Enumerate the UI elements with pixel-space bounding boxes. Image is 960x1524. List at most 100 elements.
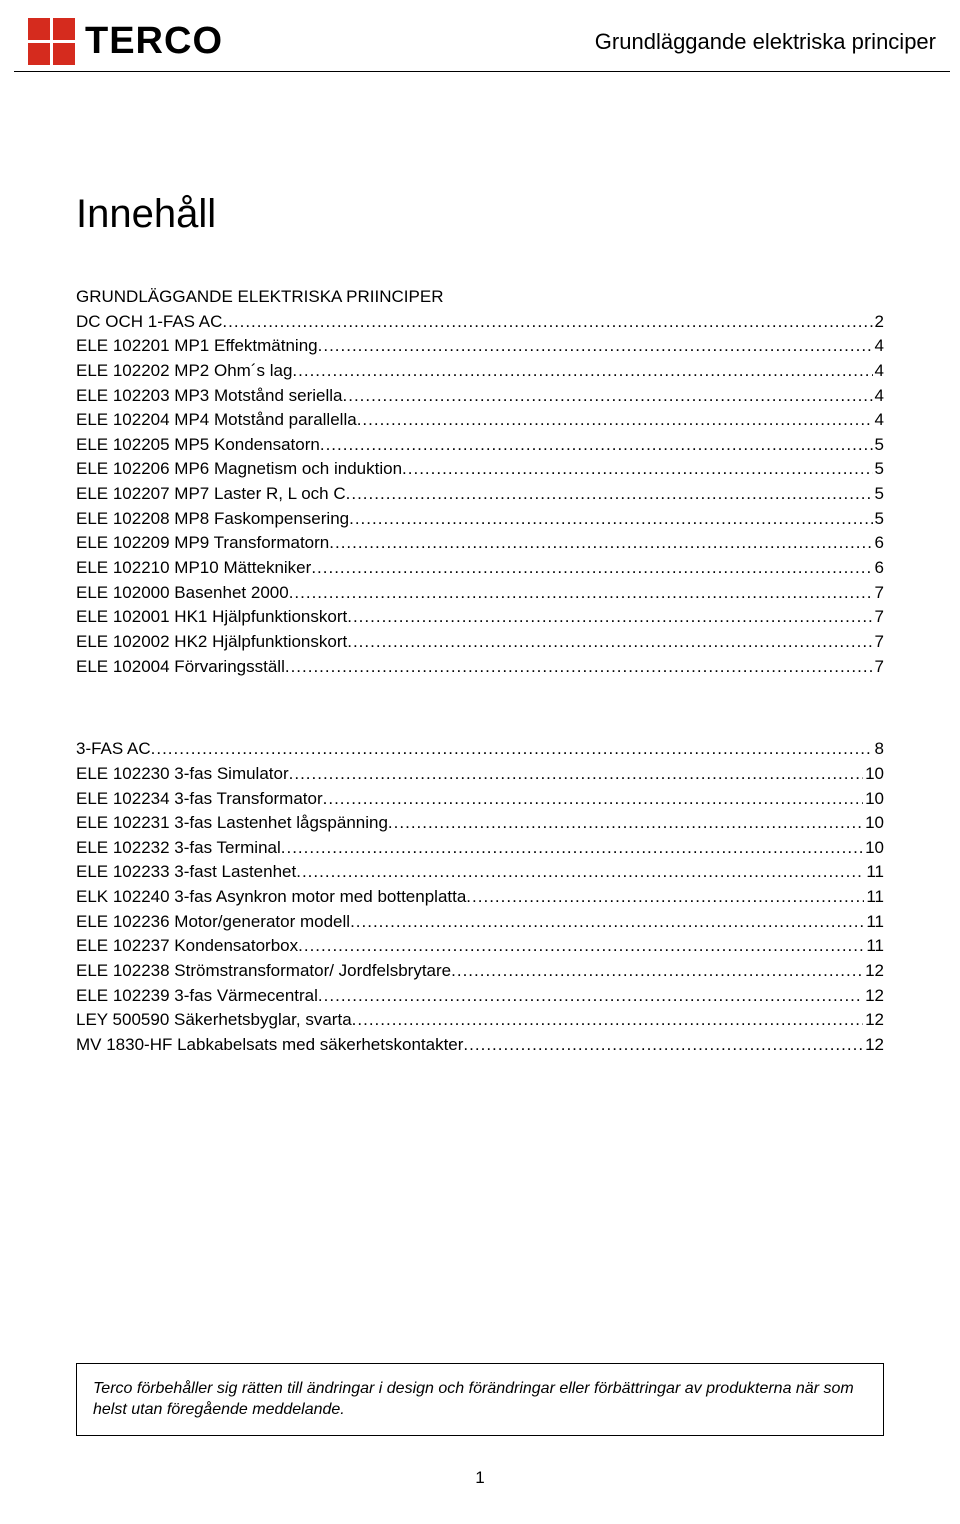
toc-leader-dots bbox=[289, 581, 873, 606]
page-header: TERCO Grundläggande elektriska principer bbox=[14, 0, 950, 72]
toc-leader-dots bbox=[318, 334, 873, 359]
toc-entry[interactable]: 3-FAS AC 8 bbox=[76, 737, 884, 762]
toc-entry[interactable]: ELE 102233 3-fast Lastenhet11 bbox=[76, 860, 884, 885]
toc-entry-page: 7 bbox=[873, 655, 884, 680]
toc-leader-dots bbox=[320, 433, 873, 458]
toc-entry-page: 12 bbox=[863, 1008, 884, 1033]
toc-leader-dots bbox=[285, 655, 873, 680]
toc-leader-dots bbox=[298, 934, 864, 959]
toc-entry-label: ELE 102002 HK2 Hjälpfunktionskort bbox=[76, 630, 347, 655]
toc-leader-dots bbox=[352, 1008, 863, 1033]
toc-leader-dots bbox=[318, 984, 863, 1009]
toc-leader-dots bbox=[289, 762, 863, 787]
toc-leader-dots bbox=[347, 630, 872, 655]
toc-entry-label: ELE 102237 Kondensatorbox bbox=[76, 934, 298, 959]
toc-entry[interactable]: ELE 102234 3-fas Transformator10 bbox=[76, 787, 884, 812]
toc-entry-page: 7 bbox=[873, 605, 884, 630]
toc-entry[interactable]: DC OCH 1-FAS AC 2 bbox=[76, 310, 884, 335]
toc-leader-dots bbox=[463, 1033, 863, 1058]
footer-note-box: Terco förbehåller sig rätten till ändrin… bbox=[76, 1363, 884, 1436]
toc-entry[interactable]: ELE 102000 Basenhet 20007 bbox=[76, 581, 884, 606]
toc-entry[interactable]: ELE 102202 MP2 Ohm´s lag 4 bbox=[76, 359, 884, 384]
toc-leader-dots bbox=[222, 310, 872, 335]
toc-entry-label: ELE 102238 Strömstransformator/ Jordfels… bbox=[76, 959, 451, 984]
toc-leader-dots bbox=[292, 359, 872, 384]
toc-entry-label: ELE 102001 HK1 Hjälpfunktionskort bbox=[76, 605, 347, 630]
toc-entry[interactable]: ELE 102238 Strömstransformator/ Jordfels… bbox=[76, 959, 884, 984]
toc-leader-dots bbox=[311, 556, 872, 581]
toc-entry-page: 11 bbox=[864, 860, 884, 885]
toc-entry-page: 4 bbox=[873, 408, 884, 433]
toc-entry-label: ELE 102236 Motor/generator modell bbox=[76, 910, 350, 935]
toc-entry[interactable]: ELE 102208 MP8 Faskompensering 5 bbox=[76, 507, 884, 532]
toc-entry[interactable]: ELE 102001 HK1 Hjälpfunktionskort 7 bbox=[76, 605, 884, 630]
toc-entry[interactable]: ELE 102239 3-fas Värmecentral12 bbox=[76, 984, 884, 1009]
toc-leader-dots bbox=[346, 482, 873, 507]
toc-entry-page: 6 bbox=[873, 531, 884, 556]
section-heading: GRUNDLÄGGANDE ELEKTRISKA PRIINCIPER bbox=[76, 285, 884, 310]
toc-leader-dots bbox=[343, 384, 873, 409]
toc-leader-dots bbox=[281, 836, 863, 861]
toc-entry-label: DC OCH 1-FAS AC bbox=[76, 310, 222, 335]
toc-entry[interactable]: ELE 102201 MP1 Effektmätning 4 bbox=[76, 334, 884, 359]
toc-entry[interactable]: ELE 102206 MP6 Magnetism och induktion5 bbox=[76, 457, 884, 482]
toc-entry-label: ELE 102232 3-fas Terminal bbox=[76, 836, 281, 861]
toc-entry-page: 4 bbox=[873, 334, 884, 359]
toc-entry[interactable]: ELE 102209 MP9 Transformatorn6 bbox=[76, 531, 884, 556]
header-title: Grundläggande elektriska principer bbox=[595, 29, 936, 55]
toc-entry[interactable]: ELE 102004 Förvaringsställ 7 bbox=[76, 655, 884, 680]
toc-entry-label: LEY 500590 Säkerhetsbyglar, svarta bbox=[76, 1008, 352, 1033]
toc-entry-label: ELE 102207 MP7 Laster R, L och C bbox=[76, 482, 346, 507]
logo-text: TERCO bbox=[85, 20, 223, 63]
toc-entry-label: ELE 102231 3-fas Lastenhet lågspänning bbox=[76, 811, 388, 836]
toc-entry-page: 5 bbox=[873, 507, 884, 532]
toc-entry[interactable]: ELK 102240 3-fas Asynkron motor med bott… bbox=[76, 885, 884, 910]
toc-entry-label: ELE 102206 MP6 Magnetism och induktion bbox=[76, 457, 402, 482]
toc-entry[interactable]: ELE 102231 3-fas Lastenhet lågspänning 10 bbox=[76, 811, 884, 836]
toc-leader-dots bbox=[466, 885, 864, 910]
toc-entry-label: ELK 102240 3-fas Asynkron motor med bott… bbox=[76, 885, 466, 910]
toc-leader-dots bbox=[151, 737, 873, 762]
toc-entry-label: ELE 102208 MP8 Faskompensering bbox=[76, 507, 349, 532]
toc-entry[interactable]: LEY 500590 Säkerhetsbyglar, svarta 12 bbox=[76, 1008, 884, 1033]
toc-entry-label: ELE 102201 MP1 Effektmätning bbox=[76, 334, 318, 359]
toc-entry-page: 12 bbox=[863, 984, 884, 1009]
content-area: Innehåll GRUNDLÄGGANDE ELEKTRISKA PRIINC… bbox=[0, 72, 960, 1058]
toc-entry[interactable]: ELE 102002 HK2 Hjälpfunktionskort7 bbox=[76, 630, 884, 655]
toc-entry[interactable]: ELE 102237 Kondensatorbox11 bbox=[76, 934, 884, 959]
toc-entry[interactable]: ELE 102205 MP5 Kondensatorn 5 bbox=[76, 433, 884, 458]
toc-entry-label: MV 1830-HF Labkabelsats med säkerhetskon… bbox=[76, 1033, 463, 1058]
toc-entry[interactable]: ELE 102210 MP10 Mättekniker6 bbox=[76, 556, 884, 581]
toc-entry[interactable]: ELE 102203 MP3 Motstånd seriella4 bbox=[76, 384, 884, 409]
logo-mark-icon bbox=[28, 18, 75, 65]
toc-entry-page: 10 bbox=[863, 762, 884, 787]
toc-entry-label: ELE 102004 Förvaringsställ bbox=[76, 655, 285, 680]
toc-entry-page: 5 bbox=[873, 433, 884, 458]
toc-entry-label: 3-FAS AC bbox=[76, 737, 151, 762]
toc-leader-dots bbox=[350, 910, 864, 935]
toc-entry[interactable]: ELE 102207 MP7 Laster R, L och C5 bbox=[76, 482, 884, 507]
toc-entry-page: 12 bbox=[863, 959, 884, 984]
toc-leader-dots bbox=[388, 811, 863, 836]
toc-entry-page: 12 bbox=[863, 1033, 884, 1058]
toc-entry[interactable]: ELE 102236 Motor/generator modell 11 bbox=[76, 910, 884, 935]
toc-entry[interactable]: ELE 102204 MP4 Motstånd parallella4 bbox=[76, 408, 884, 433]
toc-entry-page: 2 bbox=[873, 310, 884, 335]
page-number: 1 bbox=[0, 1468, 960, 1488]
toc-entry-page: 11 bbox=[864, 910, 884, 935]
toc-entry[interactable]: MV 1830-HF Labkabelsats med säkerhetskon… bbox=[76, 1033, 884, 1058]
toc-entry-page: 10 bbox=[863, 787, 884, 812]
toc-entry-label: ELE 102205 MP5 Kondensatorn bbox=[76, 433, 320, 458]
toc-leader-dots bbox=[349, 507, 872, 532]
toc-entry[interactable]: ELE 102232 3-fas Terminal10 bbox=[76, 836, 884, 861]
toc-entry-label: ELE 102000 Basenhet 2000 bbox=[76, 581, 289, 606]
footer-note-text: Terco förbehåller sig rätten till ändrin… bbox=[93, 1380, 854, 1419]
toc-section-2: 3-FAS AC8ELE 102230 3-fas Simulator 10EL… bbox=[76, 737, 884, 1057]
toc-entry[interactable]: ELE 102230 3-fas Simulator 10 bbox=[76, 762, 884, 787]
toc-leader-dots bbox=[451, 959, 863, 984]
toc-entry-page: 6 bbox=[873, 556, 884, 581]
toc-entry-page: 4 bbox=[873, 359, 884, 384]
toc-entry-page: 8 bbox=[873, 737, 884, 762]
toc-entry-page: 10 bbox=[863, 811, 884, 836]
toc-entry-label: ELE 102202 MP2 Ohm´s lag bbox=[76, 359, 292, 384]
